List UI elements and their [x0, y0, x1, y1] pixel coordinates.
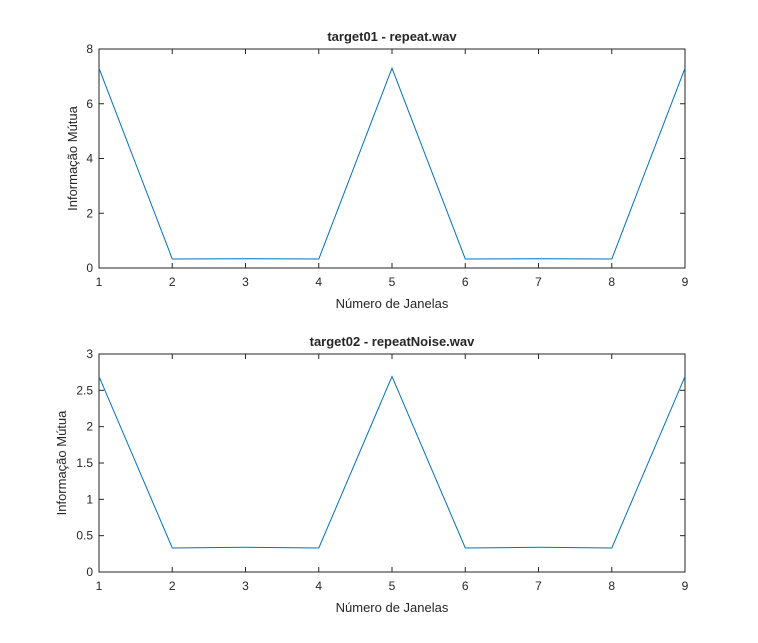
y-axis-label: Informação Mútua	[54, 410, 69, 516]
y-tick-label: 2.5	[76, 383, 93, 397]
x-tick-label: 4	[315, 579, 322, 593]
subplot-1: 1 2 3 4 5 6 7 8 9 0 2 4 6 8 target01 - repeat.wav Númer…	[65, 29, 689, 311]
x-tick-label: 7	[535, 275, 542, 289]
x-tick-label: 3	[242, 275, 249, 289]
x-tick-label: 4	[315, 275, 322, 289]
x-tick-label: 2	[169, 275, 176, 289]
x-tick-label: 9	[682, 579, 689, 593]
axes-box	[98, 353, 686, 573]
x-tick-label: 5	[389, 275, 396, 289]
y-tick-label: 0	[86, 261, 93, 275]
y-axis-label: Informação Mútua	[65, 105, 80, 211]
x-tick-label: 9	[682, 275, 689, 289]
x-axis-label: Número de Janelas	[336, 600, 449, 615]
x-tick-label: 8	[608, 275, 615, 289]
chart-title: target02 - repeatNoise.wav	[310, 334, 476, 349]
y-tick-label: 2	[86, 206, 93, 220]
x-tick-label: 3	[242, 579, 249, 593]
x-tick-label: 6	[462, 275, 469, 289]
y-tick-label: 0	[86, 565, 93, 579]
y-tick-label: 2	[86, 420, 93, 434]
x-tick-label: 1	[96, 275, 103, 289]
axes-box	[98, 48, 686, 269]
x-tick-label: 7	[535, 579, 542, 593]
y-tick-label: 0.5	[76, 529, 93, 543]
chart-title: target01 - repeat.wav	[327, 29, 457, 44]
x-tick-label: 5	[389, 579, 396, 593]
series-line	[98, 66, 686, 260]
y-tick-label: 1	[86, 492, 93, 506]
x-tick-label: 8	[608, 579, 615, 593]
x-tick-label: 1	[96, 579, 103, 593]
y-tick-label: 4	[86, 152, 93, 166]
y-tick-label: 8	[86, 42, 93, 56]
x-tick-label: 2	[169, 579, 176, 593]
series-line	[98, 375, 686, 549]
y-tick-label: 3	[86, 347, 93, 361]
x-tick-label: 6	[462, 579, 469, 593]
y-tick-label: 1.5	[76, 456, 93, 470]
y-tick-label: 6	[86, 97, 93, 111]
subplot-2: 1 2 3 4 5 6 7 8 9 0 0.5 1 1.5 2 2.5 3 target02 - repeatN…	[54, 334, 689, 615]
x-axis-label: Número de Janelas	[336, 296, 449, 311]
